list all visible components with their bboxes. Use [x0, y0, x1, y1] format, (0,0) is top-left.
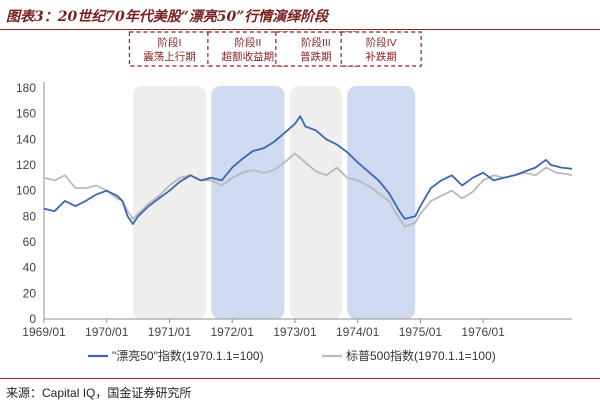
x-tick-label: 1973/01 — [273, 325, 317, 339]
y-tick-label: 100 — [16, 184, 36, 198]
x-tick-label: 1969/01 — [22, 325, 66, 339]
x-tick-label: 1975/01 — [399, 325, 443, 339]
x-tick-label: 1971/01 — [148, 325, 192, 339]
y-tick-label: 160 — [16, 107, 36, 121]
y-tick-label: 180 — [16, 81, 36, 95]
phase-band-3 — [289, 86, 342, 319]
x-tick-label: 1974/01 — [336, 325, 380, 339]
phase-sublabel-3: 普跌期 — [300, 50, 332, 63]
y-tick-label: 80 — [23, 209, 37, 223]
phase-label-2: 阶段II — [234, 36, 261, 49]
x-tick-label: 1976/01 — [461, 325, 505, 339]
x-tick-label: 1970/01 — [85, 325, 129, 339]
phase-label-1: 阶段I — [158, 36, 182, 49]
y-tick-label: 140 — [16, 132, 36, 146]
phase-sublabel-4: 补跌期 — [365, 50, 397, 63]
legend-label-sp500: 标普500指数(1970.1.1=100) — [346, 348, 496, 363]
phase-label-box-1 — [128, 31, 211, 67]
phase-label-4: 阶段IV — [366, 36, 397, 49]
phase-sublabel-1: 震荡上行期 — [143, 50, 196, 63]
phase-label-box-2 — [207, 31, 289, 67]
source-bar: 来源：Capital IQ，国金证券研究所 — [0, 378, 600, 405]
y-tick-label: 120 — [16, 158, 36, 172]
source-note: 来源：Capital IQ，国金证券研究所 — [6, 386, 192, 400]
series-line-sp500 — [43, 152, 573, 228]
legend-label-nifty50: "漂亮50"指数(1970.1.1=100) — [112, 348, 264, 363]
y-tick-label: 60 — [23, 235, 37, 249]
phase-band-1 — [132, 86, 207, 319]
y-tick-label: 20 — [23, 286, 37, 300]
phase-label-3: 阶段III — [301, 36, 331, 49]
title-bar: 图表3：20世纪70年代美股“漂亮50”行情演绎阶段 — [0, 0, 600, 30]
figure-title: 图表3：20世纪70年代美股“漂亮50”行情演绎阶段 — [6, 9, 329, 25]
series-line-nifty50 — [43, 115, 573, 225]
y-tick-label: 0 — [29, 312, 36, 326]
phase-sublabel-2: 超额收益期 — [222, 50, 275, 63]
y-tick-label: 40 — [23, 261, 37, 275]
phase-label-box-4 — [340, 31, 422, 67]
x-tick-label: 1972/01 — [211, 325, 255, 339]
phase-band-4 — [347, 86, 416, 319]
phase-band-2 — [211, 86, 285, 319]
